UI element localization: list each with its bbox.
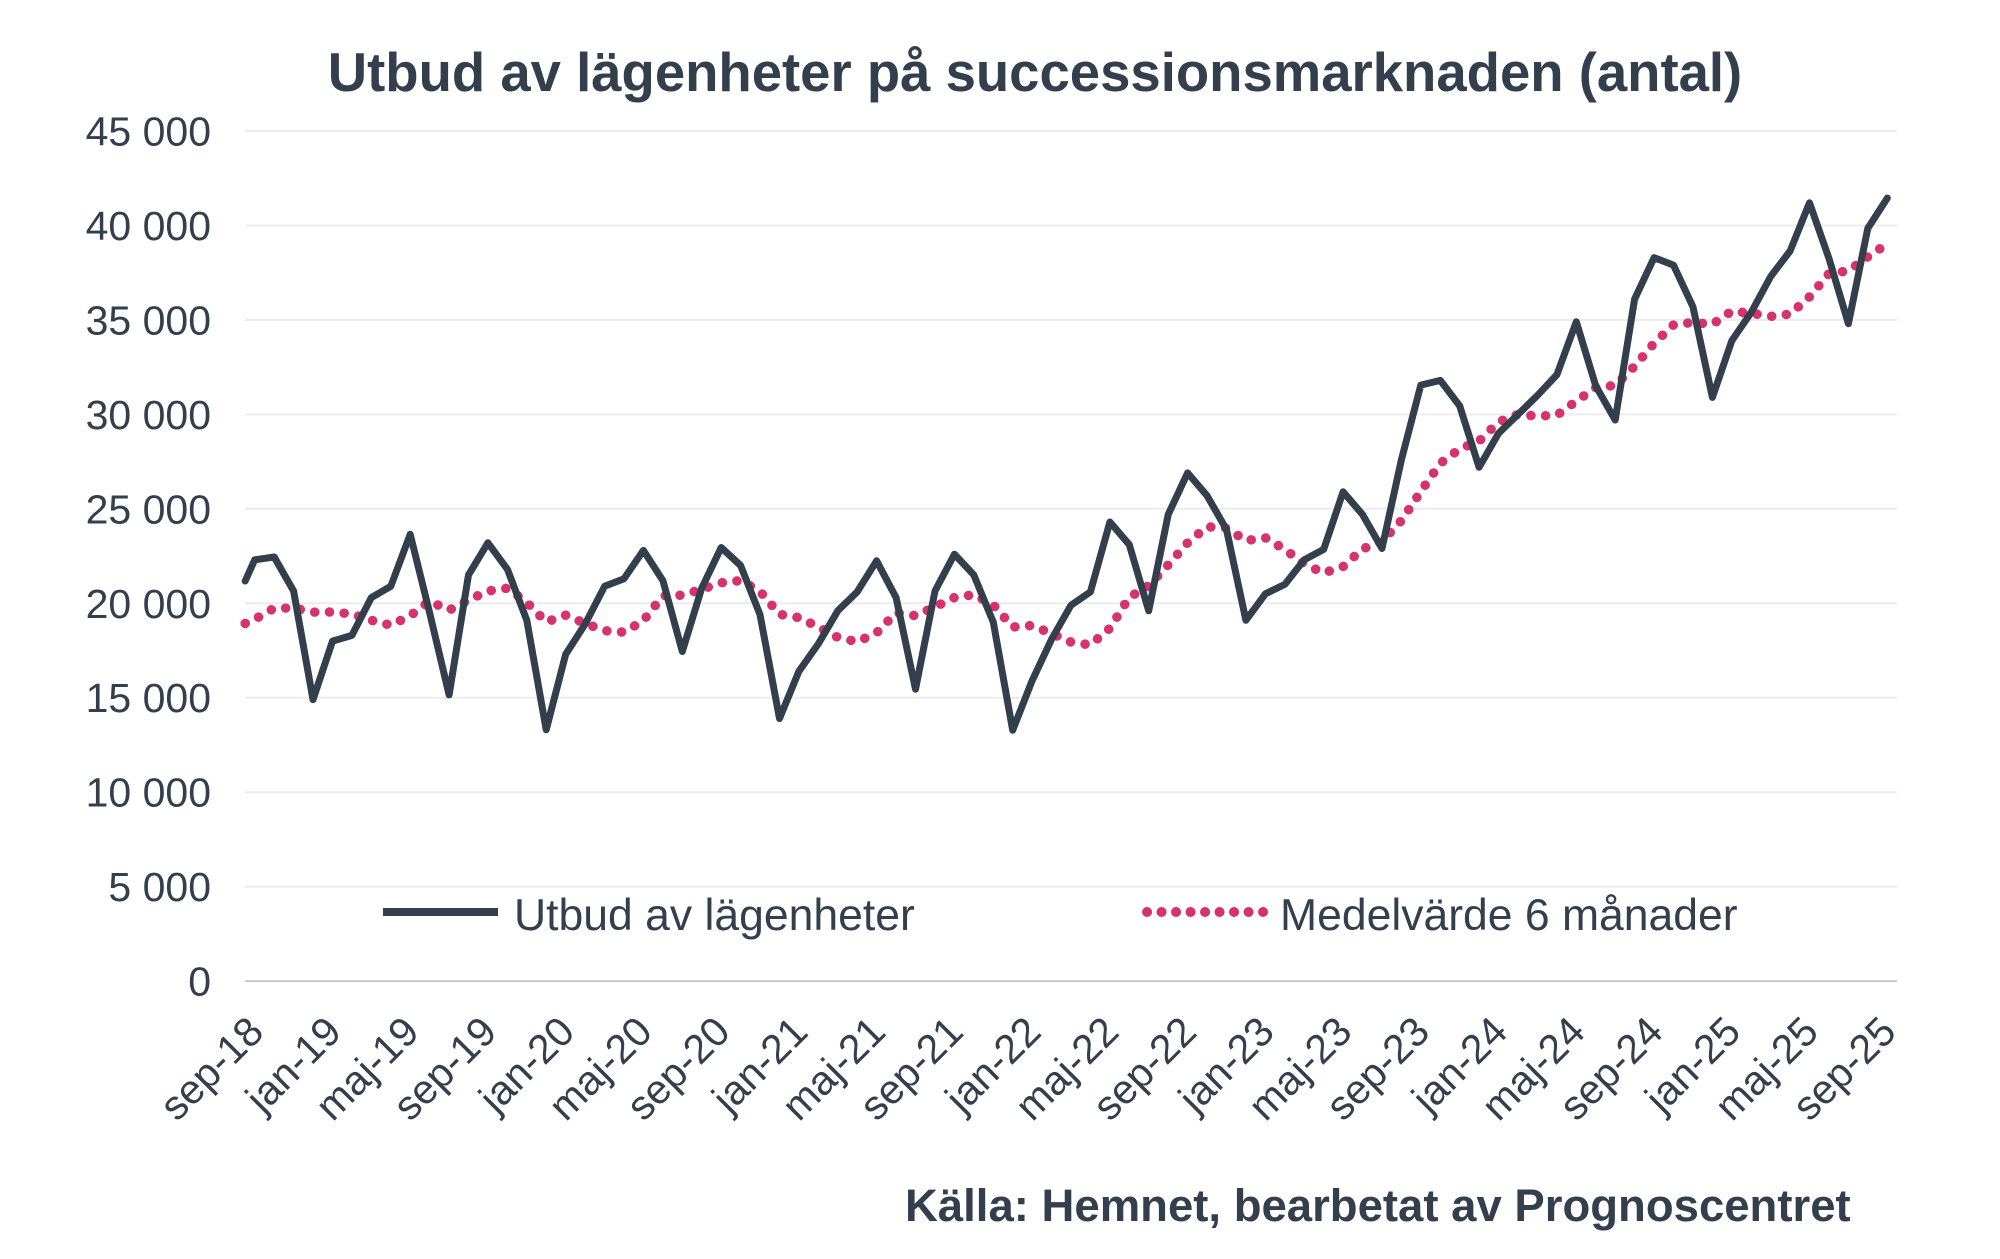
svg-text:45 000: 45 000 [86,109,211,155]
svg-text:Utbud av lägenheter: Utbud av lägenheter [514,891,915,940]
svg-text:15 000: 15 000 [86,675,211,721]
svg-text:30 000: 30 000 [86,392,211,438]
svg-text:25 000: 25 000 [86,486,211,532]
svg-text:0: 0 [188,959,211,1005]
svg-text:10 000: 10 000 [86,770,211,816]
svg-text:Utbud av lägenheter på success: Utbud av lägenheter på successionsmarkna… [328,42,1742,103]
svg-text:40 000: 40 000 [86,203,211,249]
svg-text:35 000: 35 000 [86,297,211,343]
svg-text:20 000: 20 000 [86,581,211,627]
svg-text:Medelvärde 6 månader: Medelvärde 6 månader [1280,891,1738,940]
svg-text:5 000: 5 000 [108,864,211,910]
svg-text:Källa: Hemnet, bearbetat av Pr: Källa: Hemnet, bearbetat av Prognoscentr… [905,1180,1851,1231]
